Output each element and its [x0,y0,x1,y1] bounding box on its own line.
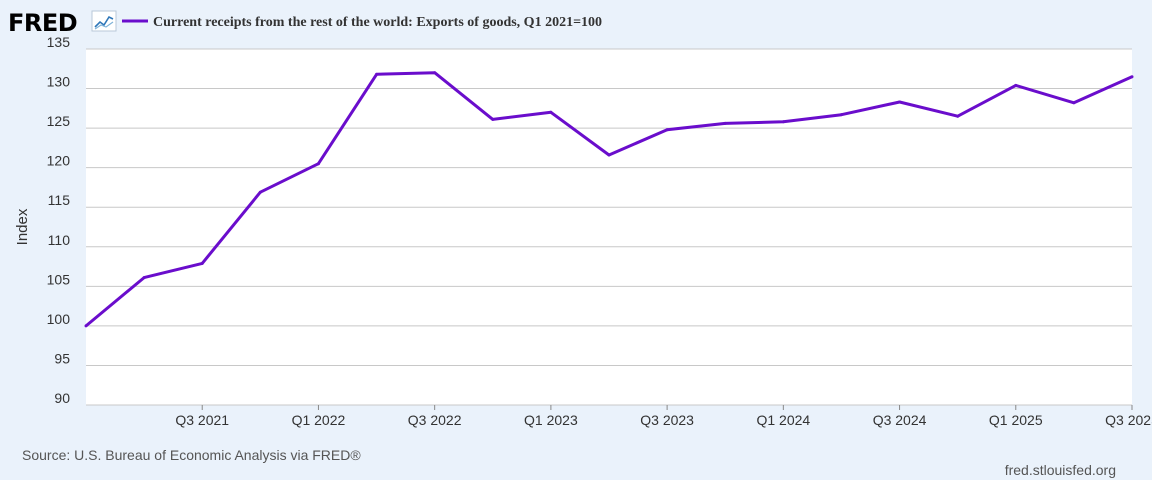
y-tick-label: 100 [47,311,71,327]
y-tick-label: 135 [47,34,71,50]
data-point[interactable] [839,113,843,117]
data-point[interactable] [491,117,495,121]
y-axis-ticks: 90 95 100 105 110 115 120 125 130 135 [47,34,71,406]
series-layer [84,71,1134,328]
data-point[interactable] [549,110,553,114]
data-point[interactable] [665,128,669,132]
grid [86,48,1132,406]
x-tick-label: Q1 2023 [524,412,578,428]
data-point[interactable] [200,261,204,265]
y-tick-label: 130 [47,74,71,90]
y-tick-label: 105 [47,271,71,287]
x-tick-label: Q3 2021 [175,412,229,428]
fred-logo-graph-icon [91,10,117,32]
plot-area [86,49,1132,405]
y-tick-label: 90 [54,390,70,406]
y-tick-label: 125 [47,113,71,129]
data-point[interactable] [956,114,960,118]
data-point[interactable] [723,121,727,125]
legend-label: Current receipts from the rest of the wo… [153,15,602,30]
y-axis-label: Index [14,208,31,245]
data-point[interactable] [375,72,379,76]
site-url[interactable]: fred.stlouisfed.org [1005,462,1116,478]
source-note: Source: U.S. Bureau of Economic Analysis… [22,447,361,463]
x-tick-label: Q3 2024 [873,412,927,428]
data-point[interactable] [1072,101,1076,105]
x-tick-label: Q1 2022 [292,412,346,428]
y-tick-label: 95 [54,350,70,366]
y-tick-label: 120 [47,153,71,169]
x-tick-label: Q1 2025 [989,412,1043,428]
data-point[interactable] [898,100,902,104]
data-point[interactable] [433,71,437,75]
fred-logo-text: FRED [8,9,77,37]
fred-logo[interactable]: FRED [8,9,117,37]
y-tick-label: 110 [48,232,71,248]
x-axis-ticks: Q3 2021 Q1 2022 Q3 2022 Q1 2023 Q3 2023 Q1 20… [175,405,1152,428]
data-point[interactable] [607,153,611,157]
x-tick-label: Q3 2025 [1105,412,1152,428]
data-point[interactable] [142,276,146,280]
data-point[interactable] [258,190,262,194]
data-point[interactable] [781,120,785,124]
data-point[interactable] [1014,83,1018,87]
x-tick-label: Q3 2022 [408,412,462,428]
data-point[interactable] [316,162,320,166]
x-tick-label: Q3 2023 [640,412,694,428]
data-point[interactable] [84,324,88,328]
x-tick-label: Q1 2024 [756,412,810,428]
data-point[interactable] [1130,75,1134,79]
legend: Current receipts from the rest of the wo… [122,15,602,30]
y-tick-label: 115 [48,192,71,208]
